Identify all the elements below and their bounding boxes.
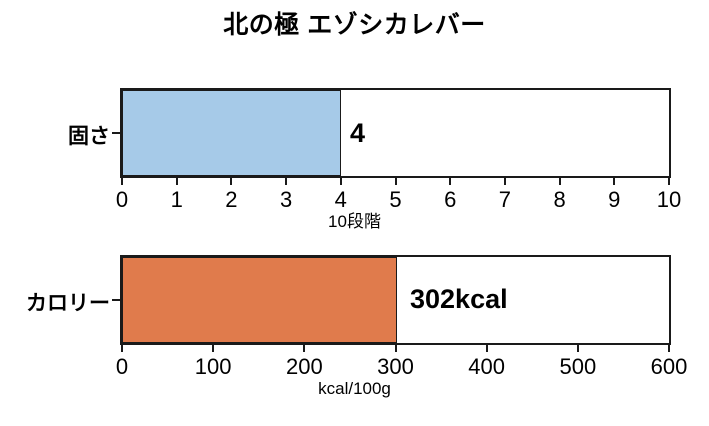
x-tick-mark (212, 345, 215, 352)
x-tick-mark (613, 178, 616, 185)
x-tick-mark (230, 178, 233, 185)
x-tick-label: 7 (498, 187, 512, 212)
bar-hardness (122, 90, 341, 176)
x-tick-mark (303, 345, 306, 352)
x-tick-label: 200 (285, 354, 323, 379)
x-axis-label-hardness: 10段階 (328, 212, 381, 231)
x-tick-mark (449, 178, 452, 185)
chart-panel-calorie: カロリー 302kcal 0 100 200 300 400 500 600 kcal/10… (0, 240, 709, 426)
x-tick-label: 300 (377, 354, 414, 379)
x-tick-mark (121, 345, 123, 352)
x-tick-mark (668, 345, 670, 352)
x-tick-label: 600 (650, 354, 688, 379)
x-tick-mark (668, 178, 670, 185)
x-tick-mark (558, 178, 561, 185)
x-tick-label: 8 (553, 187, 566, 212)
x-tick-mark (485, 345, 488, 352)
x-tick-mark (339, 178, 342, 185)
x-axis-label-calorie: kcal/100g (318, 379, 391, 398)
x-tick-label: 500 (559, 354, 597, 379)
x-tick-label: 10 (656, 187, 682, 212)
bar-calorie (122, 257, 398, 343)
x-tick-label: 100 (194, 354, 232, 379)
x-tick-label: 5 (389, 187, 402, 212)
x-tick-label: 6 (444, 187, 457, 212)
category-tick-calorie (112, 299, 120, 301)
chart-panel-hardness: 固さ 4 0 1 2 3 4 5 6 7 8 9 10 10段階 (0, 70, 709, 235)
category-tick-hardness (112, 132, 120, 134)
x-tick-label: 1 (170, 187, 183, 212)
x-tick-label: 0 (115, 187, 129, 212)
x-tick-label: 0 (115, 354, 129, 379)
x-tick-mark (121, 178, 123, 185)
x-tick-mark (394, 345, 397, 352)
x-tick-label: 3 (279, 187, 293, 212)
x-tick-label: 9 (608, 187, 621, 212)
x-tick-mark (503, 178, 506, 185)
category-label-calorie: カロリー (26, 292, 110, 315)
bar-value-label-hardness: 4 (350, 118, 366, 148)
category-label-hardness: 固さ (68, 125, 110, 148)
x-tick-mark (285, 178, 288, 185)
x-tick-label: 400 (468, 354, 506, 379)
x-tick-label: 4 (334, 187, 347, 212)
page-title: 北の極 エゾシカレバー (223, 11, 486, 39)
x-tick-mark (394, 178, 397, 185)
x-tick-label: 2 (225, 187, 238, 212)
x-tick-mark (576, 345, 579, 352)
bar-value-label-calorie: 302kcal (410, 284, 508, 314)
x-tick-mark (175, 178, 178, 185)
